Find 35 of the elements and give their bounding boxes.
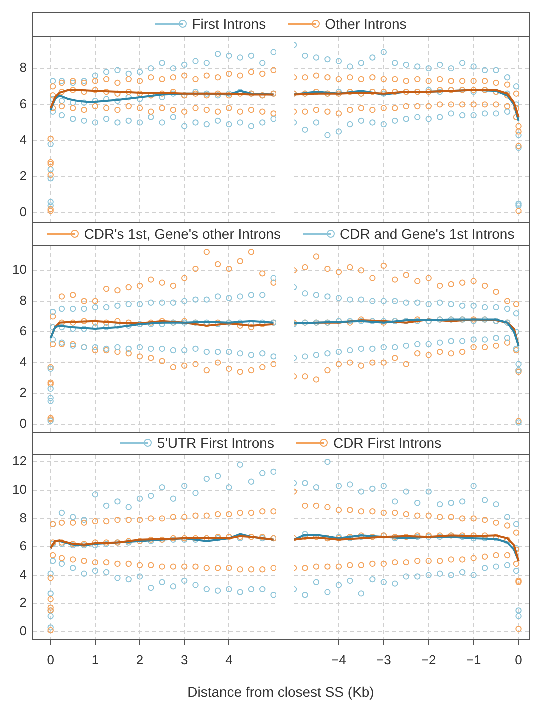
y-tick-label: 6: [20, 324, 27, 339]
y-tick-label: 10: [12, 262, 27, 278]
y-tick-label: 4: [20, 566, 27, 582]
y-tick-label: 6: [20, 538, 27, 554]
y-tick-label: 8: [20, 60, 27, 76]
y-tick-label: 0: [20, 624, 27, 638]
y-tick-label: 0: [20, 416, 27, 431]
y-tick-label: 0: [20, 204, 27, 220]
y-tick-label: 4: [20, 354, 27, 370]
y-tick-label: 2: [20, 385, 27, 400]
x-axis-title: Distance from closest SS (Kb): [186, 684, 376, 700]
x-tick-label: 0: [515, 652, 522, 668]
y-tick-label: 8: [20, 510, 27, 526]
y-tick-label: 12: [12, 454, 27, 469]
x-tick-label: 0: [47, 652, 54, 668]
x-tick-label: −3: [376, 652, 392, 668]
y-tick-label: 2: [20, 168, 27, 184]
legend-label: Other Introns: [325, 16, 407, 32]
y-tick-label: 2: [20, 595, 27, 610]
legend-label: CDR's 1st, Gene's other Introns: [84, 226, 282, 242]
y-tick-label: 10: [12, 482, 27, 497]
x-tick-label: −2: [421, 652, 436, 668]
y-tick-label: 8: [20, 292, 27, 308]
x-tick-label: −4: [332, 652, 346, 668]
y-tick-label: 4: [20, 132, 27, 148]
y-tick-label: 6: [20, 96, 27, 112]
x-tick-label: 3: [180, 652, 188, 668]
legend-label: First Introns: [192, 16, 266, 32]
legend-label: CDR and Gene's 1st Introns: [340, 226, 515, 242]
x-tick-label: 2: [136, 652, 144, 668]
x-tick-label: 4: [226, 652, 233, 668]
legend-label: CDR First Introns: [333, 435, 442, 451]
legend-label: 5'UTR First Introns: [157, 435, 274, 451]
x-tick-label: −1: [466, 652, 482, 668]
x-tick-label: 1: [92, 652, 100, 668]
